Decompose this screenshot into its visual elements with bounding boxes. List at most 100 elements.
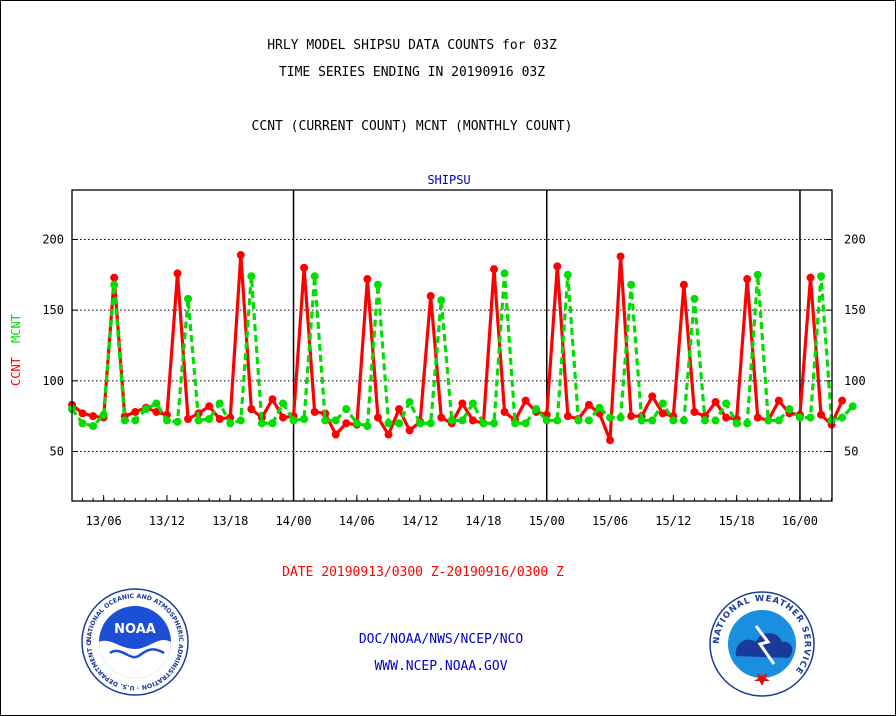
y-label-ccnt: CCNT: [9, 357, 23, 386]
data-point-ccnt: [711, 398, 720, 407]
data-point-ccnt: [384, 430, 393, 439]
data-point-ccnt: [616, 252, 625, 261]
svg-text:NOAA: NOAA: [114, 622, 156, 637]
data-point-mcnt: [848, 402, 857, 411]
data-point-mcnt: [616, 413, 625, 422]
data-point-mcnt: [595, 403, 604, 412]
data-point-mcnt: [468, 399, 477, 408]
data-point-mcnt: [574, 416, 583, 425]
y-tick-label-left: 150: [42, 303, 64, 317]
data-point-ccnt: [553, 262, 562, 271]
data-point-mcnt: [553, 416, 562, 425]
data-point-mcnt: [120, 416, 129, 425]
data-point-ccnt: [606, 436, 615, 445]
data-point-ccnt: [236, 251, 245, 260]
data-point-ccnt: [342, 419, 351, 428]
footer-url: WWW.NCEP.NOAA.GOV: [374, 659, 508, 674]
data-point-ccnt: [363, 275, 372, 284]
data-point-ccnt: [743, 275, 752, 284]
data-point-mcnt: [532, 405, 541, 414]
data-point-ccnt: [184, 415, 193, 424]
data-point-ccnt: [648, 392, 657, 401]
data-point-mcnt: [416, 419, 425, 428]
data-point-mcnt: [606, 413, 615, 422]
y-tick-label-left: 50: [50, 445, 64, 459]
data-point-ccnt: [563, 412, 572, 421]
y-label-mcnt: MCNT: [9, 314, 23, 343]
data-point-ccnt: [268, 395, 277, 404]
data-point-mcnt: [479, 419, 488, 428]
title-line-3: CCNT (CURRENT COUNT) MCNT (MONTHLY COUNT…: [251, 119, 573, 134]
data-point-ccnt: [215, 415, 224, 424]
data-point-mcnt: [447, 416, 456, 425]
data-point-ccnt: [458, 399, 467, 408]
data-point-mcnt: [669, 416, 678, 425]
x-tick-label: 16/00: [782, 514, 818, 528]
data-point-ccnt: [247, 405, 256, 414]
y-tick-label-right: 150: [844, 303, 866, 317]
footer-org: DOC/NOAA/NWS/NCEP/NCO: [358, 632, 524, 647]
data-point-ccnt: [426, 292, 435, 301]
plot-border: [71, 189, 833, 502]
data-point-mcnt: [141, 405, 150, 414]
data-point-mcnt: [426, 419, 435, 428]
x-tick-label: 13/12: [149, 514, 185, 528]
data-point-mcnt: [342, 405, 351, 414]
data-point-mcnt: [300, 415, 309, 424]
data-point-ccnt: [500, 407, 509, 416]
data-point-mcnt: [679, 416, 688, 425]
data-point-mcnt: [627, 280, 636, 289]
data-point-ccnt: [753, 413, 762, 422]
data-point-mcnt: [162, 416, 171, 425]
data-point-ccnt: [806, 273, 815, 282]
data-point-mcnt: [131, 416, 140, 425]
data-point-mcnt: [584, 416, 593, 425]
data-point-mcnt: [542, 416, 551, 425]
data-point-ccnt: [110, 273, 119, 282]
series-mcnt: [68, 269, 857, 431]
data-point-mcnt: [838, 413, 847, 422]
title-line-1: HRLY MODEL SHIPSU DATA COUNTS for 03Z: [267, 38, 557, 53]
data-point-mcnt: [753, 270, 762, 279]
data-point-mcnt: [817, 272, 826, 281]
data-point-mcnt: [500, 269, 509, 278]
x-tick-label: 15/12: [655, 514, 691, 528]
y-tick-label-right: 200: [844, 232, 866, 246]
data-point-ccnt: [817, 410, 826, 419]
data-point-mcnt: [785, 405, 794, 414]
x-tick-label: 15/18: [719, 514, 755, 528]
data-point-mcnt: [184, 294, 193, 303]
data-point-mcnt: [173, 417, 182, 426]
data-point-mcnt: [774, 416, 783, 425]
data-point-ccnt: [89, 412, 98, 421]
series-line-ccnt: [70, 253, 844, 442]
data-point-mcnt: [236, 416, 245, 425]
y-tick-label-right: 100: [844, 374, 866, 388]
data-point-mcnt: [806, 413, 815, 422]
data-point-mcnt: [764, 416, 773, 425]
data-point-ccnt: [373, 413, 382, 422]
data-point-mcnt: [226, 419, 235, 428]
data-point-ccnt: [658, 409, 667, 418]
noaa-logo-icon: NATIONAL OCEANIC AND ATMOSPHERIC ADMINIS…: [80, 587, 189, 696]
data-point-mcnt: [89, 422, 98, 431]
data-point-ccnt: [679, 280, 688, 289]
data-point-ccnt: [722, 413, 731, 422]
data-point-mcnt: [648, 416, 657, 425]
data-point-mcnt: [490, 419, 498, 428]
data-point-mcnt: [247, 272, 256, 281]
data-point-ccnt: [78, 409, 87, 418]
data-point-ccnt: [468, 416, 477, 425]
data-point-ccnt: [437, 413, 446, 422]
data-point-ccnt: [131, 407, 140, 416]
data-point-ccnt: [405, 426, 414, 435]
data-point-mcnt: [321, 416, 330, 425]
data-point-mcnt: [363, 422, 372, 431]
y-tick-label-left: 100: [42, 374, 64, 388]
panel-label-shipsu: SHIPSU: [427, 173, 470, 187]
data-point-mcnt: [458, 416, 467, 425]
title-line-2: TIME SERIES ENDING IN 20190916 03Z: [278, 65, 546, 80]
data-point-mcnt: [215, 399, 224, 408]
data-point-ccnt: [490, 265, 498, 274]
